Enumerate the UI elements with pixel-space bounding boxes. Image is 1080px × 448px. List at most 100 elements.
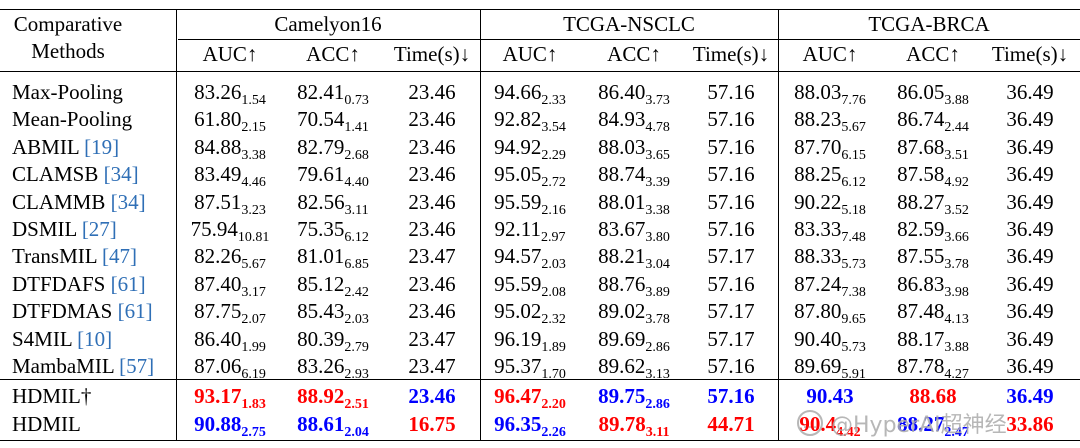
header-methods-line2: Methods (31, 39, 105, 63)
metric-std: 4.92 (944, 175, 969, 191)
metric-std: 3.80 (645, 230, 670, 245)
metric-cell: 90.882.75 (194, 411, 266, 440)
metric-std: 1.83 (241, 397, 266, 412)
metric-cell: 88.037.76 (794, 79, 866, 108)
metric-value: 88.68 (909, 384, 957, 408)
metric-value: 57.16 (707, 162, 755, 187)
bottom-rule (0, 440, 1080, 441)
metric-cell: 87.484.13 (897, 298, 969, 327)
metric-std: 2.32 (541, 312, 566, 328)
metric-cell: 88.922.51 (297, 383, 369, 412)
metric-value: 23.46 (408, 107, 456, 132)
metric-cell: 57.17 (707, 298, 754, 324)
metric-cell: 57.17 (707, 243, 754, 269)
metric-cell: 87.784.27 (897, 353, 969, 382)
metric-cell: 85.432.03 (297, 298, 369, 327)
metric-value: 89.69 (598, 326, 646, 351)
metric-cell: 88.033.65 (598, 134, 670, 163)
metric-value: 61.80 (194, 107, 242, 132)
metric-std: 7.38 (841, 284, 866, 300)
metric-std: 2.16 (541, 202, 566, 218)
metric-value: 87.48 (897, 299, 945, 324)
metric-std: 2.15 (241, 120, 266, 136)
metric-cell: 23.46 (408, 189, 455, 215)
metric-value: 57.17 (707, 326, 755, 351)
citation-link[interactable]: [57] (119, 354, 155, 378)
method-label: Max-Pooling (12, 80, 123, 104)
method-label: TransMIL (12, 244, 97, 269)
method-name: ABMIL [19] (12, 134, 119, 160)
metric-std: 0.73 (344, 93, 369, 108)
metric-value: 83.33 (794, 217, 842, 241)
metric-std: 7.48 (841, 230, 866, 245)
metric-value: 83.49 (194, 162, 242, 187)
metric-cell: 89.783.11 (598, 411, 670, 440)
metric-cell: 93.171.83 (194, 383, 266, 412)
metric-std: 1.89 (541, 339, 566, 355)
metric-cell: 92.112.97 (495, 216, 566, 245)
metric-value: 87.70 (794, 134, 842, 159)
metric-cell: 81.016.85 (297, 243, 369, 272)
header-metric-time: Time(s)↓ (991, 42, 1069, 66)
metric-cell: 95.592.16 (494, 189, 566, 218)
metric-std: 2.93 (344, 367, 369, 382)
metric-std: 2.47 (944, 425, 969, 440)
method-name: DSMIL [27] (12, 216, 117, 242)
metric-std: 1.99 (241, 339, 266, 355)
metric-value: 23.47 (408, 354, 456, 378)
metric-std: 5.18 (841, 202, 866, 218)
metric-cell: 84.934.78 (598, 106, 670, 135)
metric-value: 90.40 (794, 326, 842, 351)
metric-value: 57.16 (707, 80, 755, 104)
metric-std: 3.78 (944, 257, 969, 273)
metric-value: 95.59 (494, 271, 542, 296)
metric-std: 3.73 (645, 93, 670, 108)
metric-value: 85.12 (297, 271, 345, 296)
metric-value: 44.71 (707, 412, 755, 436)
metric-cell: 75.9410.81 (191, 216, 270, 245)
metric-cell: 88.173.88 (897, 326, 969, 355)
citation-link[interactable]: [61] (117, 299, 153, 324)
metric-value: 36.49 (1006, 217, 1054, 241)
metric-cell: 96.472.20 (494, 383, 566, 412)
citation-link[interactable]: [34] (110, 189, 146, 214)
citation-link[interactable]: [19] (84, 134, 120, 159)
citation-link[interactable]: [47] (102, 244, 138, 269)
metric-std: 3.66 (944, 230, 969, 245)
metric-value: 89.78 (598, 412, 646, 436)
citation-link[interactable]: [10] (77, 326, 113, 351)
metric-value: 87.51 (194, 189, 242, 214)
metric-cell: 88.335.73 (794, 243, 866, 272)
metric-cell: 95.052.72 (494, 161, 566, 190)
metric-value: 88.33 (794, 244, 842, 269)
metric-std: 5.91 (841, 367, 866, 382)
metric-cell: 89.692.86 (598, 326, 670, 355)
citation-link[interactable]: [27] (81, 217, 117, 241)
column-divider (480, 10, 481, 440)
metric-value: 90.22 (794, 189, 842, 214)
metric-std: 2.07 (241, 312, 266, 328)
metric-cell: 36.49 (1006, 106, 1053, 132)
metric-std: 3.39 (645, 175, 670, 191)
metric-cell: 36.49 (1006, 383, 1053, 409)
metric-cell: 23.46 (408, 298, 455, 324)
metric-std: 2.03 (541, 257, 566, 273)
metric-value: 70.54 (297, 107, 345, 132)
citation-link[interactable]: [34] (103, 162, 139, 187)
metric-value: 87.58 (897, 162, 945, 187)
metric-value: 93.17 (194, 384, 242, 408)
metric-value: 23.46 (408, 134, 456, 159)
metric-cell: 87.584.92 (897, 161, 969, 191)
metric-value: 88.76 (598, 271, 646, 296)
metric-value: 57.16 (707, 271, 755, 296)
method-label: CLAMMB (12, 189, 106, 214)
metric-cell: 86.401.99 (194, 326, 266, 355)
metric-value: 36.49 (1006, 162, 1054, 187)
metric-std: 3.89 (645, 284, 670, 300)
metric-cell: 70.541.41 (297, 106, 369, 135)
metric-value: 36.49 (1006, 326, 1054, 351)
citation-link[interactable]: [61] (110, 271, 146, 296)
header-metric-auc: AUC↑ (802, 42, 858, 66)
column-divider (176, 10, 177, 440)
